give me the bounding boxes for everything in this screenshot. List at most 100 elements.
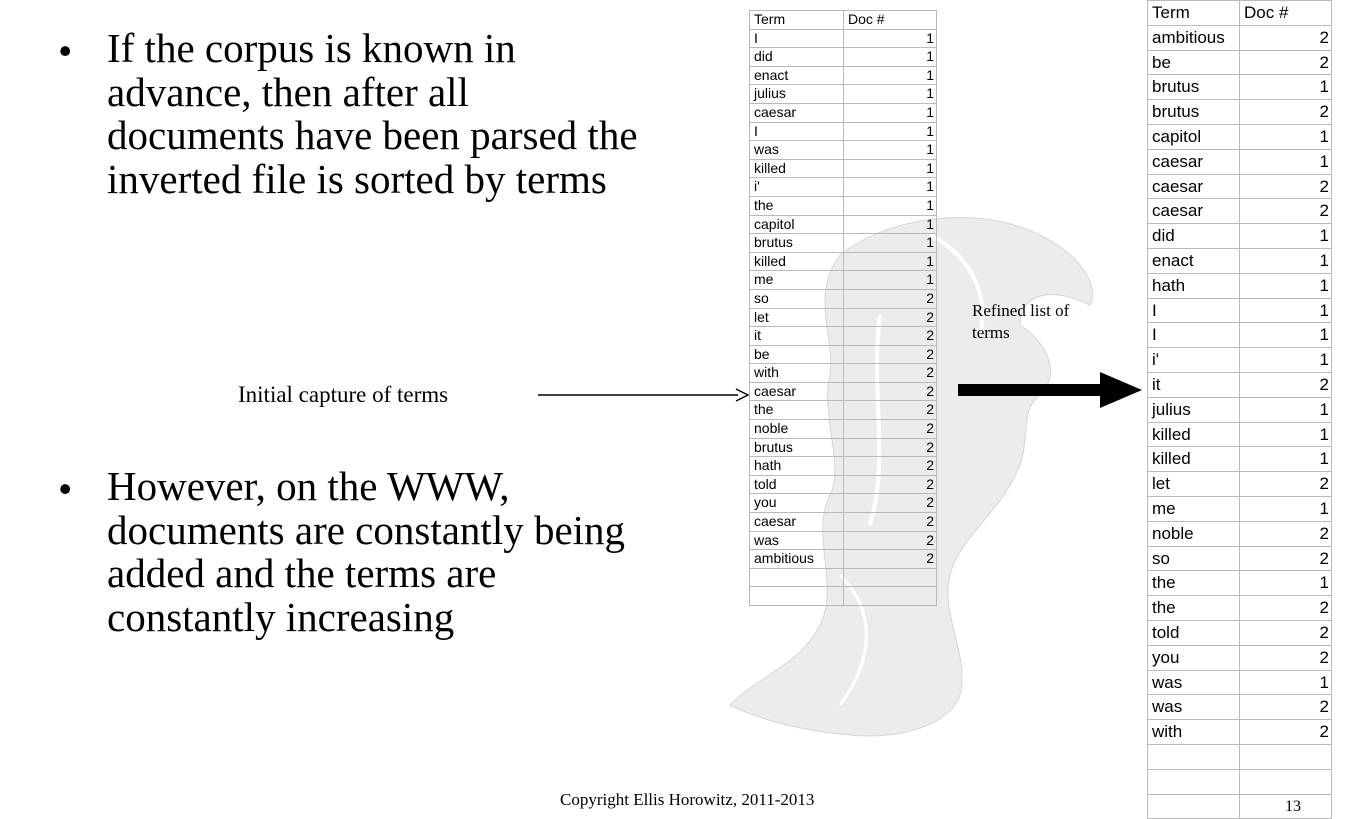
table-cell: 1 <box>843 214 937 235</box>
table-cell: so <box>749 288 844 309</box>
bullet-marker: • <box>58 466 73 512</box>
table-cell: told <box>749 474 844 495</box>
table-cell <box>1147 793 1240 819</box>
table-row: caesar 2 <box>749 512 937 532</box>
table-cell: killed <box>749 158 844 179</box>
table-cell: 2 <box>843 419 937 439</box>
bullet-line: constantly increasing <box>107 594 455 641</box>
thick-arrow-icon <box>958 372 1142 408</box>
table-row: capitol 1 <box>749 214 937 235</box>
bullet-line: added and the terms are <box>107 550 497 597</box>
table-row: killed 1 <box>749 158 937 179</box>
initial-terms-table: Term Doc # I 1 did 1 enact 1 julius 1 caesar 1 I 1 was… <box>749 10 937 606</box>
table-cell: 1 <box>1239 148 1332 175</box>
table-cell: brutus <box>749 233 844 253</box>
table-cell: 1 <box>843 233 937 253</box>
table-row: did 1 <box>749 47 937 67</box>
table-cell: you <box>1147 644 1240 671</box>
table-cell: 2 <box>1239 371 1332 398</box>
table-cell: 1 <box>843 47 937 67</box>
table-cell: 1 <box>1239 272 1332 299</box>
table-cell: enact <box>749 65 844 86</box>
table-cell: 2 <box>843 437 937 458</box>
table-cell: 2 <box>1239 471 1332 497</box>
table-cell: 2 <box>1239 595 1332 621</box>
table-cell: i' <box>1147 347 1240 373</box>
table-cell: 2 <box>843 493 937 514</box>
table-cell: be <box>749 344 844 365</box>
table-cell: 2 <box>843 344 937 365</box>
table-row: so 2 <box>749 288 937 309</box>
table-cell: enact <box>1147 247 1240 274</box>
table-cell <box>1147 743 1240 770</box>
table-cell: caesar <box>1147 148 1240 175</box>
table-cell: caesar <box>749 381 844 402</box>
table-cell: the <box>749 195 844 216</box>
table-cell: 1 <box>1239 570 1332 597</box>
table-row: capitol 1 <box>1147 123 1332 150</box>
table-cell: 2 <box>843 400 937 421</box>
table-row: i' 1 <box>749 177 937 197</box>
table-cell: the <box>1147 570 1240 597</box>
table-cell: 1 <box>1239 669 1332 696</box>
table-row: it 2 <box>749 326 937 346</box>
table-cell: 1 <box>843 158 937 179</box>
table-row: brutus 1 <box>1147 74 1332 101</box>
table-cell: killed <box>749 251 844 272</box>
table-row: enact 1 <box>749 65 937 86</box>
table-cell: 1 <box>1239 74 1332 101</box>
initial-capture-label: Initial capture of terms <box>238 382 449 407</box>
table-cell: 2 <box>843 549 937 569</box>
bullet-line: advance, then after all <box>107 68 469 115</box>
table-cell: 2 <box>1239 198 1332 225</box>
table-cell: 2 <box>843 456 937 476</box>
table-cell: 1 <box>843 270 937 290</box>
table-cell: with <box>749 363 844 383</box>
table-row: hath 1 <box>1147 272 1332 299</box>
table-row: caesar 1 <box>749 102 937 123</box>
table-cell: hath <box>749 456 844 476</box>
table-row: let 2 <box>749 307 937 328</box>
table-row: julius 1 <box>1147 396 1332 423</box>
table-row: caesar 1 <box>1147 148 1332 175</box>
table-cell: noble <box>1147 520 1240 547</box>
bullet-text-1: If the corpus is known in advance, then … <box>107 25 638 202</box>
table-row: noble 2 <box>749 419 937 439</box>
table-row: told 2 <box>749 474 937 495</box>
table-cell: so <box>1147 545 1240 572</box>
table-cell: 1 <box>843 140 937 160</box>
table-row: it 2 <box>1147 371 1332 398</box>
table-cell: Doc # <box>843 10 937 30</box>
table-cell <box>1147 768 1240 795</box>
table-cell: 2 <box>843 288 937 309</box>
table-cell: I <box>749 28 844 49</box>
table-row: was 2 <box>749 530 937 551</box>
table-cell: 2 <box>1239 173 1332 200</box>
table-cell: caesar <box>749 102 844 123</box>
table-row: caesar 2 <box>1147 198 1332 225</box>
table-cell: I <box>1147 297 1240 324</box>
table-cell: 2 <box>1239 719 1332 745</box>
bullet-line: However, on the WWW, <box>107 463 510 509</box>
table-cell <box>749 567 844 588</box>
table-row: killed 1 <box>1147 421 1332 448</box>
table-cell: 1 <box>1239 322 1332 349</box>
table-cell: 2 <box>1239 545 1332 572</box>
table-cell: i' <box>749 177 844 197</box>
table-cell: 1 <box>843 102 937 123</box>
table-row: hath 2 <box>749 456 937 476</box>
table-cell: was <box>1147 669 1240 696</box>
table-cell: 2 <box>1239 49 1332 76</box>
table-cell: brutus <box>749 437 844 458</box>
table-cell: 1 <box>1239 396 1332 423</box>
table-cell <box>843 567 937 588</box>
table-row: caesar 2 <box>1147 173 1332 200</box>
table-row-empty <box>749 586 937 606</box>
table-cell: let <box>749 307 844 328</box>
table-cell: let <box>1147 471 1240 497</box>
table-row: killed 1 <box>1147 446 1332 473</box>
bullet-line: If the corpus is known in <box>107 25 516 71</box>
